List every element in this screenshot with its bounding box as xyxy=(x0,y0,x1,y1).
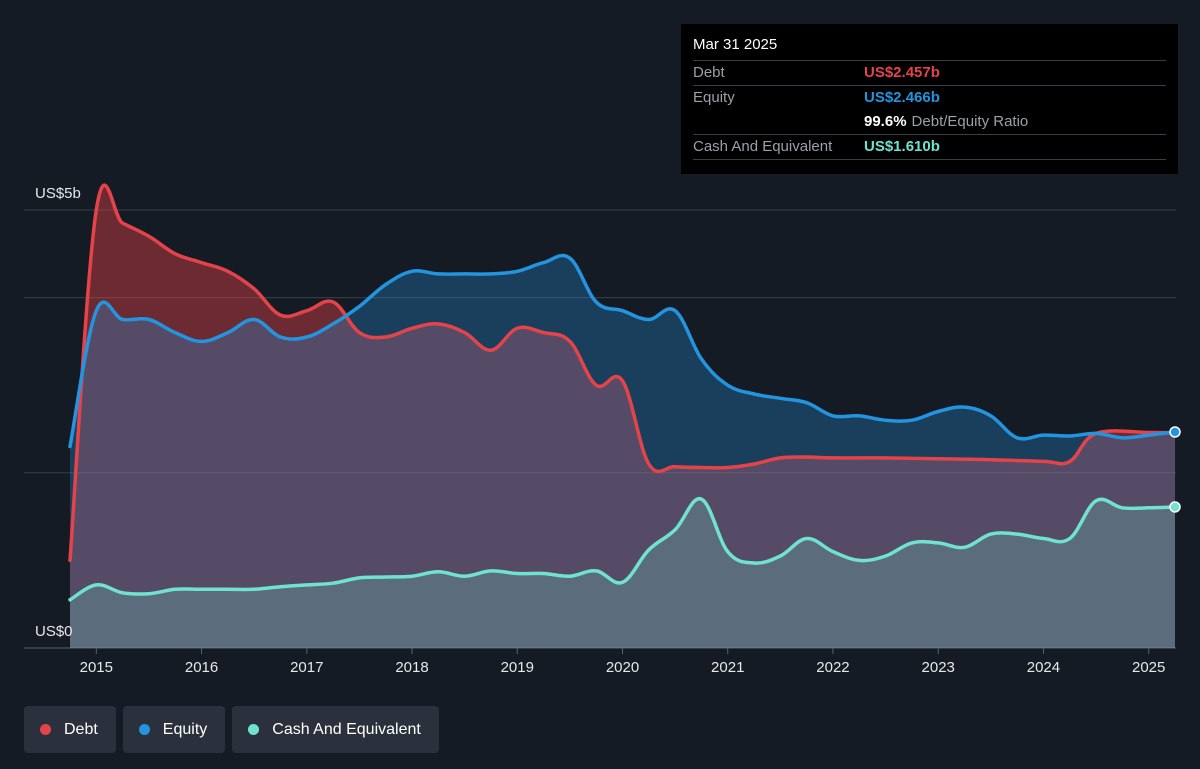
equity-line xyxy=(68,253,1177,449)
debt-area xyxy=(70,185,1175,648)
series-areas xyxy=(70,185,1175,648)
data-tooltip: Mar 31 2025 Debt US$2.457b Equity US$2.4… xyxy=(681,24,1178,174)
tooltip-row-cash: Cash And Equivalent US$1.610b xyxy=(693,134,1166,160)
tooltip-row-debt: Debt US$2.457b xyxy=(693,60,1166,85)
x-axis-ticks: 2015 2016 2017 2018 2019 2020 2021 2022 2023 2024… xyxy=(80,648,1165,676)
grid-lines xyxy=(24,209,1176,649)
cash-end-marker xyxy=(1169,501,1181,513)
equity-end-marker xyxy=(1169,426,1181,438)
series-lines xyxy=(68,183,1177,602)
tooltip-debt-value: US$2.457b xyxy=(864,64,940,81)
tooltip-row-equity: Equity US$2.466b xyxy=(693,85,1166,110)
x-tick-label: 2015 xyxy=(80,659,113,676)
legend-equity-label: Equity xyxy=(162,720,208,738)
cash-line xyxy=(68,497,1177,602)
tooltip-equity-label: Equity xyxy=(693,89,735,106)
x-tick-label: 2019 xyxy=(501,659,534,676)
tooltip-row-ratio: 99.6% Debt/Equity Ratio xyxy=(693,110,1166,134)
x-tick-label: 2016 xyxy=(185,659,218,676)
debt-line xyxy=(68,183,1177,563)
tooltip-cash-value: US$1.610b xyxy=(864,138,940,155)
x-tick-label: 2018 xyxy=(395,659,428,676)
x-tick-label: 2023 xyxy=(922,659,955,676)
x-tick-label: 2017 xyxy=(290,659,323,676)
debt-dot-icon xyxy=(40,724,51,735)
legend-item-cash[interactable]: Cash And Equivalent xyxy=(232,706,439,753)
cash-dot-icon xyxy=(248,724,260,735)
chart-legend: Debt Equity Cash And Equivalent xyxy=(24,706,439,753)
x-tick-label: 2020 xyxy=(606,659,639,676)
x-tick-label: 2022 xyxy=(816,659,849,676)
equity-dot-icon xyxy=(138,724,150,735)
tooltip-debt-label: Debt xyxy=(693,64,725,81)
x-tick-label: 2025 xyxy=(1132,659,1165,676)
x-tick-label: 2021 xyxy=(711,659,744,676)
y-axis-top-label: US$5b xyxy=(35,185,81,202)
tooltip-ratio-label: Debt/Equity Ratio xyxy=(911,113,1029,130)
legend-item-debt[interactable]: Debt xyxy=(24,706,116,753)
cash-area xyxy=(70,498,1175,648)
end-markers xyxy=(1169,426,1181,513)
tooltip-ratio-value: 99.6% xyxy=(864,113,907,130)
tooltip-cash-label: Cash And Equivalent xyxy=(693,138,833,155)
legend-cash-label: Cash And Equivalent xyxy=(272,720,421,738)
x-tick-label: 2024 xyxy=(1027,659,1060,676)
legend-debt-label: Debt xyxy=(64,720,98,738)
y-axis-bottom-label: US$0 xyxy=(35,623,73,640)
tooltip-date: Mar 31 2025 xyxy=(693,36,778,53)
tooltip-equity-value: US$2.466b xyxy=(864,89,940,106)
legend-item-equity[interactable]: Equity xyxy=(122,706,226,753)
